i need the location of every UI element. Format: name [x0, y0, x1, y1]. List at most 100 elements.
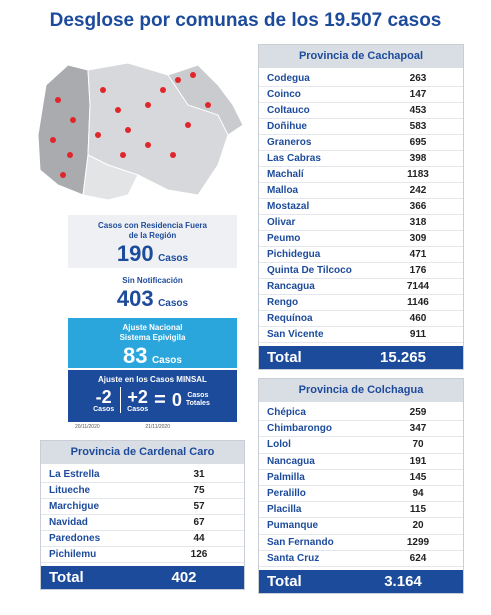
case-count: 471 — [409, 249, 427, 260]
case-count: 57 — [193, 501, 205, 512]
case-count: 309 — [409, 233, 427, 244]
residence-value: 190 — [116, 241, 154, 266]
national-unit: Casos — [151, 355, 182, 366]
case-count: 624 — [409, 552, 427, 564]
adjustment-value: 0 — [171, 389, 182, 410]
table-row: La Estrella 31 — [41, 467, 244, 483]
table-row: Palmilla 145 — [259, 470, 463, 486]
commune-name: Peralillo — [267, 487, 306, 499]
case-count: 453 — [409, 105, 427, 116]
table-row: Lolol 70 — [259, 437, 463, 454]
case-count: 191 — [409, 455, 427, 467]
commune-name: La Estrella — [49, 469, 100, 480]
case-count: 1146 — [407, 297, 429, 308]
table-row: Graneros 695 — [259, 135, 463, 151]
commune-name: Rancagua — [267, 281, 315, 292]
table-row: Pichidegua 471 — [259, 247, 463, 263]
table-row: Coinco 147 — [259, 87, 463, 103]
adjustment-value: +2 — [127, 386, 148, 407]
commune-name: Marchigue — [49, 501, 100, 512]
commune-name: Nancagua — [267, 455, 315, 467]
minsal-dates: 20/11/2020 21/11/2020 — [75, 424, 170, 430]
commune-name: Quinta De Tilcoco — [267, 265, 352, 276]
adjustment-item: 0 Casos Totales — [172, 390, 212, 411]
table-body: Codegua 263 Coinco 147 Coltauco 453 Doñihue 583… — [259, 68, 463, 343]
commune-name: Pichilemu — [49, 549, 97, 560]
commune-name: Litueche — [49, 485, 91, 496]
commune-name: Olivar — [267, 217, 296, 228]
colchagua-table: Provincia de Colchagua Chépica 259 Chimbaro… — [258, 378, 464, 594]
date: 20/11/2020 — [75, 424, 100, 430]
case-count: 1299 — [406, 536, 430, 548]
table-header: Provincia de Cardenal Caro — [41, 441, 244, 464]
commune-name: Lolol — [267, 439, 291, 451]
no-notification-unit: Casos — [158, 298, 189, 309]
case-count: 259 — [409, 407, 427, 418]
adjustment-stack: +2 Casos — [127, 388, 148, 413]
commune-name: Paredones — [49, 533, 101, 544]
table-row: Quinta De Tilcoco 176 — [259, 263, 463, 279]
no-notification-box: Sin Notificación 403 Casos — [68, 272, 237, 314]
case-count: 176 — [409, 265, 427, 276]
total-row: Total 3.164 — [259, 570, 463, 593]
table-row: Requínoa 460 — [259, 311, 463, 327]
commune-name: Pumanque — [267, 520, 319, 532]
commune-name: Machalí — [267, 169, 304, 180]
commune-name: San Fernando — [267, 536, 334, 548]
no-notification-value: 403 — [116, 286, 154, 311]
table-row: Santa Cruz 624 — [259, 551, 463, 567]
commune-name: Codegua — [267, 73, 310, 84]
table-row: Litueche 75 — [41, 483, 244, 499]
total-row: Total 402 — [41, 566, 244, 589]
commune-name: Rengo — [267, 297, 299, 308]
commune-name: Palmilla — [267, 471, 305, 483]
case-count: 911 — [409, 329, 427, 340]
total-label: Total — [49, 569, 84, 586]
adjustment-value: -2 — [95, 386, 112, 407]
commune-name: San Vicente — [267, 329, 324, 340]
commune-name: Malloa — [267, 185, 299, 196]
total-value: 15.265 — [380, 349, 426, 366]
residence-label: Casos con Residencia Fuera de la Región — [98, 221, 207, 240]
commune-name: Coltauco — [267, 105, 310, 116]
table-row: Malloa 242 — [259, 183, 463, 199]
table-body: Chépica 259 Chimbarongo 347 Lolol 70 Nancagua 1… — [259, 402, 463, 567]
national-label: Ajuste Nacional Sistema Epivigila — [119, 323, 186, 342]
case-count: 94 — [412, 487, 424, 499]
case-count: 318 — [409, 217, 427, 228]
case-count: 75 — [193, 485, 205, 496]
commune-name: Doñihue — [267, 121, 307, 132]
case-count: 20 — [412, 520, 424, 532]
table-row: Nancagua 191 — [259, 454, 463, 470]
date: 21/11/2020 — [145, 424, 170, 430]
table-row: Peumo 309 — [259, 231, 463, 247]
residence-box: Casos con Residencia Fuera de la Región … — [68, 215, 237, 268]
table-row: San Fernando 1299 — [259, 535, 463, 551]
adjustment-unit: Casos Totales — [185, 392, 210, 407]
table-row: Codegua 263 — [259, 71, 463, 87]
cardenal-table: Provincia de Cardenal Caro La Estrella 31 L… — [40, 440, 245, 590]
title: Desglose por comunas de los 19.507 casos — [49, 10, 442, 31]
table-row: San Vicente 911 — [259, 327, 463, 343]
case-count: 145 — [409, 471, 427, 483]
table-row: Pumanque 20 — [259, 518, 463, 535]
national-box: Ajuste Nacional Sistema Epivigila 83 Cas… — [68, 318, 237, 368]
case-count: 115 — [409, 504, 427, 516]
case-count: 1183 — [407, 169, 429, 180]
table-header: Provincia de Cachapoal — [259, 45, 463, 68]
table-body: La Estrella 31 Litueche 75 Marchigue 57 Navida… — [41, 464, 244, 563]
table-row: Rancagua 7144 — [259, 279, 463, 295]
case-count: 147 — [409, 89, 427, 100]
commune-name: Navidad — [49, 517, 88, 528]
commune-name: Pichidegua — [267, 249, 321, 260]
no-notification-label: Sin Notificación — [122, 276, 183, 285]
commune-name: Chimbarongo — [267, 423, 332, 435]
table-header: Provincia de Colchagua — [259, 379, 463, 402]
case-count: 583 — [409, 121, 427, 132]
case-count: 31 — [193, 469, 205, 480]
divider — [120, 387, 122, 413]
case-count: 366 — [409, 201, 427, 212]
minsal-items: -2 Casos +2 Casos = 0 Casos Totales — [68, 387, 237, 413]
table-row: Las Cabras 398 — [259, 151, 463, 167]
residence-unit: Casos — [158, 253, 189, 264]
